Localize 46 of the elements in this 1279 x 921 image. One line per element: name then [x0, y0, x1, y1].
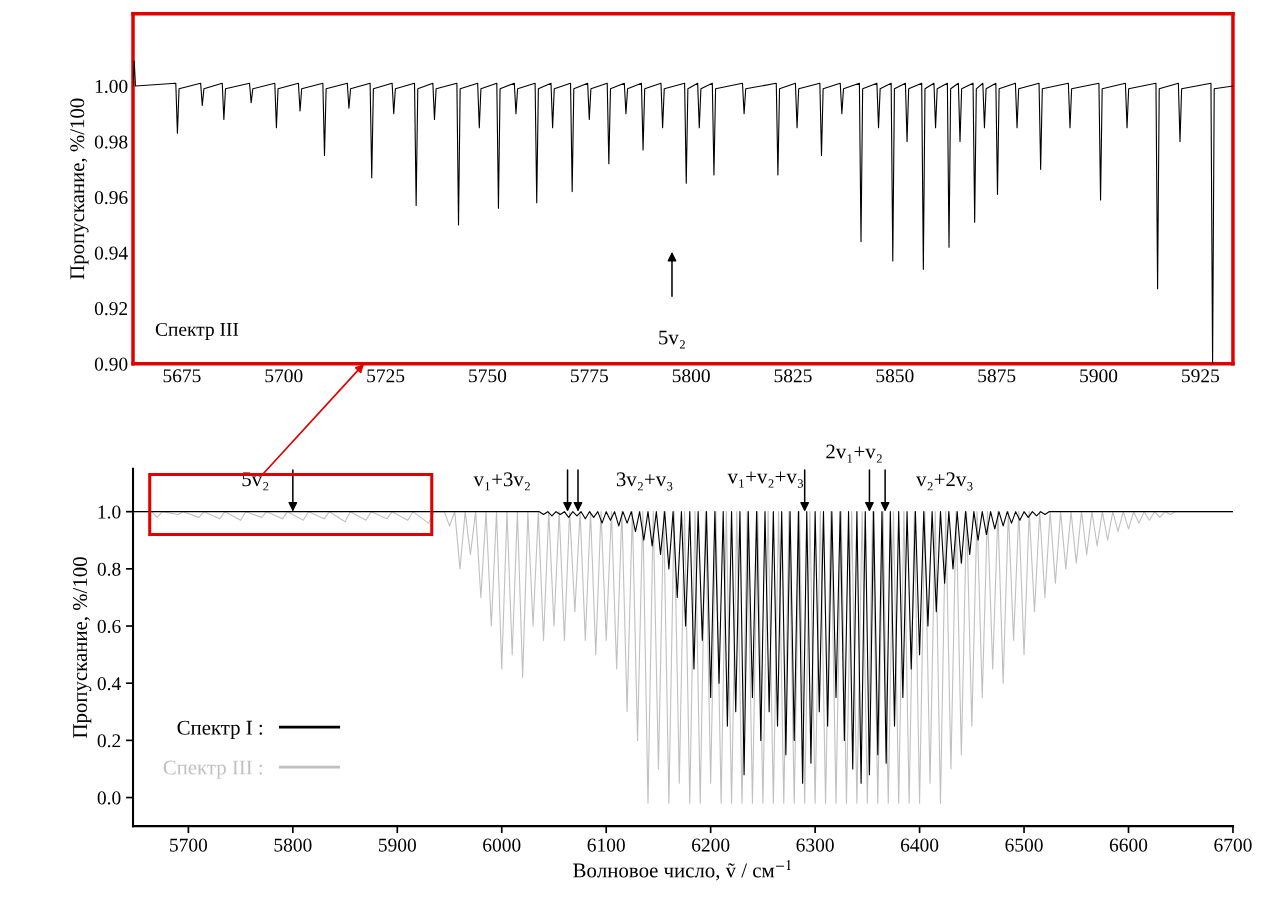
y-tick-label: 1.00: [95, 79, 128, 94]
x-tick-label: 6500: [1005, 838, 1043, 852]
y-tick-label: 0.0: [97, 791, 121, 805]
y-tick-label: 0.4: [97, 677, 121, 691]
x-tick-label: 5800: [274, 838, 312, 852]
x-tick-label: 5725: [367, 369, 405, 383]
y-tick-label: 0.92: [94, 302, 128, 316]
y-tick-label: 0.6: [97, 619, 121, 634]
x-tick-label: 5675: [163, 369, 201, 383]
x-tick-label: 5775: [570, 369, 608, 383]
y-tick-label: 0.90: [94, 357, 128, 371]
annotation: 2v₁+v₂: [826, 444, 882, 463]
x-tick-label: 5750: [469, 369, 507, 383]
x-tick-label: 6600: [1109, 838, 1148, 852]
x-tick-label: 6000: [483, 838, 521, 852]
x-tick-label: 5700: [170, 838, 208, 852]
y-tick-label: 0.94: [94, 246, 128, 260]
x-tick-label: 6300: [796, 838, 834, 852]
annotation: v₂+2v₃: [916, 472, 973, 491]
x-tick-label: 6700: [1214, 838, 1252, 852]
annotation: 5v₂: [659, 330, 685, 349]
y-tick-label: 0.98: [94, 135, 128, 149]
y-tick-label: 0.8: [97, 562, 121, 576]
x-tick-label: 6100: [587, 838, 625, 852]
legend-label: Спектр III :: [163, 760, 262, 779]
annotation: 3v₂+v₃: [616, 472, 673, 491]
x-tick-label: 5825: [774, 369, 812, 383]
y-tick-label: 1.0: [98, 505, 121, 519]
x-tick-label: 5800: [672, 369, 710, 383]
annotation: v₁+v₂+v₃: [727, 471, 804, 488]
y-axis-title: Пропускание, %/100: [73, 557, 92, 738]
x-tick-label: 5700: [265, 369, 303, 383]
x-tick-label: 5875: [978, 369, 1016, 383]
x-tick-label: 6400: [900, 838, 939, 852]
y-tick-label: 0.96: [94, 190, 128, 205]
y-axis-title: Пропускание, %/100: [70, 98, 89, 280]
x-axis-title: Волновое число, ṽ / см$^{−1}$: [573, 860, 791, 881]
x-tick-label: 5900: [378, 838, 416, 852]
x-tick-label: 5925: [1182, 369, 1220, 383]
x-tick-label: 5850: [876, 369, 914, 383]
annotation: Спектр III: [155, 322, 239, 340]
x-tick-label: 6200: [692, 838, 730, 852]
legend-label: Спектр I :: [177, 720, 262, 739]
y-tick-label: 0.2: [97, 734, 121, 748]
annotation: v₁+3v₂: [473, 472, 530, 491]
x-tick-label: 5900: [1080, 369, 1118, 383]
